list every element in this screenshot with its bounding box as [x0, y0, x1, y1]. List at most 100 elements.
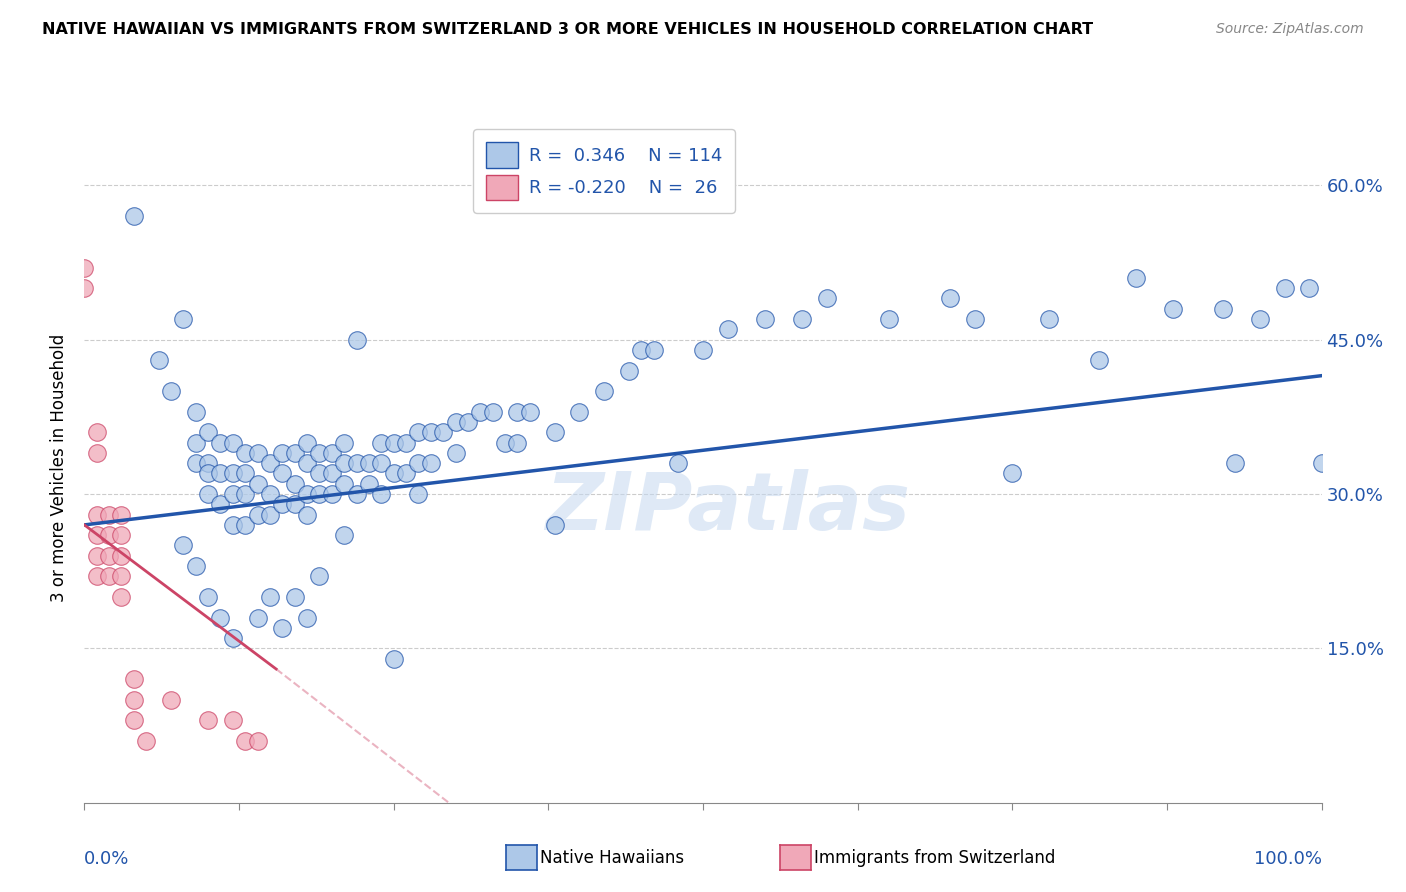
Point: [160, 384, 183, 398]
Point: [233, 517, 256, 532]
Point: [877, 312, 900, 326]
Point: [717, 322, 740, 336]
Point: [408, 456, 430, 470]
Point: [308, 467, 330, 481]
Point: [593, 384, 616, 398]
Text: ZIPatlas: ZIPatlas: [546, 469, 910, 548]
Point: [395, 435, 418, 450]
Point: [357, 476, 380, 491]
Point: [110, 508, 132, 522]
Point: [246, 508, 269, 522]
Y-axis label: 3 or more Vehicles in Household: 3 or more Vehicles in Household: [51, 334, 69, 602]
Point: [197, 714, 219, 728]
Point: [408, 487, 430, 501]
Point: [98, 569, 121, 583]
Point: [284, 446, 307, 460]
Point: [271, 446, 294, 460]
Point: [754, 312, 776, 326]
Point: [86, 569, 108, 583]
Point: [86, 528, 108, 542]
Point: [184, 435, 207, 450]
Point: [357, 456, 380, 470]
Point: [233, 446, 256, 460]
Point: [939, 292, 962, 306]
Point: [370, 456, 392, 470]
Point: [333, 435, 356, 450]
Point: [222, 517, 245, 532]
Point: [370, 435, 392, 450]
Point: [666, 456, 689, 470]
Point: [346, 456, 368, 470]
Point: [209, 610, 232, 624]
Point: [122, 714, 145, 728]
Point: [110, 549, 132, 563]
Point: [382, 651, 405, 665]
Point: [321, 487, 343, 501]
Point: [148, 353, 170, 368]
Point: [197, 590, 219, 604]
Point: [1310, 456, 1333, 470]
Point: [470, 405, 492, 419]
Point: [122, 693, 145, 707]
Point: [333, 456, 356, 470]
Point: [506, 435, 529, 450]
Point: [98, 508, 121, 522]
Point: [382, 435, 405, 450]
Point: [432, 425, 454, 440]
Point: [568, 405, 591, 419]
Point: [271, 497, 294, 511]
Text: 100.0%: 100.0%: [1254, 849, 1322, 868]
Point: [1274, 281, 1296, 295]
Point: [98, 549, 121, 563]
Point: [197, 487, 219, 501]
Point: [370, 487, 392, 501]
Point: [346, 487, 368, 501]
Point: [160, 693, 183, 707]
Point: [790, 312, 813, 326]
Point: [222, 631, 245, 645]
Point: [284, 590, 307, 604]
Point: [965, 312, 987, 326]
Point: [630, 343, 652, 357]
Text: Immigrants from Switzerland: Immigrants from Switzerland: [814, 849, 1056, 867]
Point: [543, 517, 565, 532]
Point: [333, 528, 356, 542]
Point: [419, 425, 441, 440]
Point: [692, 343, 714, 357]
Point: [1298, 281, 1320, 295]
Text: 0.0%: 0.0%: [84, 849, 129, 868]
Point: [271, 467, 294, 481]
Point: [222, 487, 245, 501]
Point: [643, 343, 665, 357]
Point: [259, 508, 281, 522]
Point: [246, 446, 269, 460]
Point: [110, 590, 132, 604]
Point: [1038, 312, 1060, 326]
Point: [284, 476, 307, 491]
Point: [184, 405, 207, 419]
Point: [308, 487, 330, 501]
Point: [284, 497, 307, 511]
Point: [321, 467, 343, 481]
Point: [197, 456, 219, 470]
Point: [233, 487, 256, 501]
Point: [246, 734, 269, 748]
Point: [122, 673, 145, 687]
Point: [259, 456, 281, 470]
Point: [110, 528, 132, 542]
Point: [543, 425, 565, 440]
Point: [1001, 467, 1024, 481]
Point: [295, 508, 318, 522]
Point: [395, 467, 418, 481]
Point: [246, 476, 269, 491]
Point: [494, 435, 516, 450]
Point: [222, 714, 245, 728]
Point: [110, 569, 132, 583]
Point: [481, 405, 503, 419]
Point: [209, 435, 232, 450]
Point: [295, 435, 318, 450]
Point: [308, 569, 330, 583]
Point: [222, 435, 245, 450]
Point: [519, 405, 541, 419]
Point: [259, 487, 281, 501]
